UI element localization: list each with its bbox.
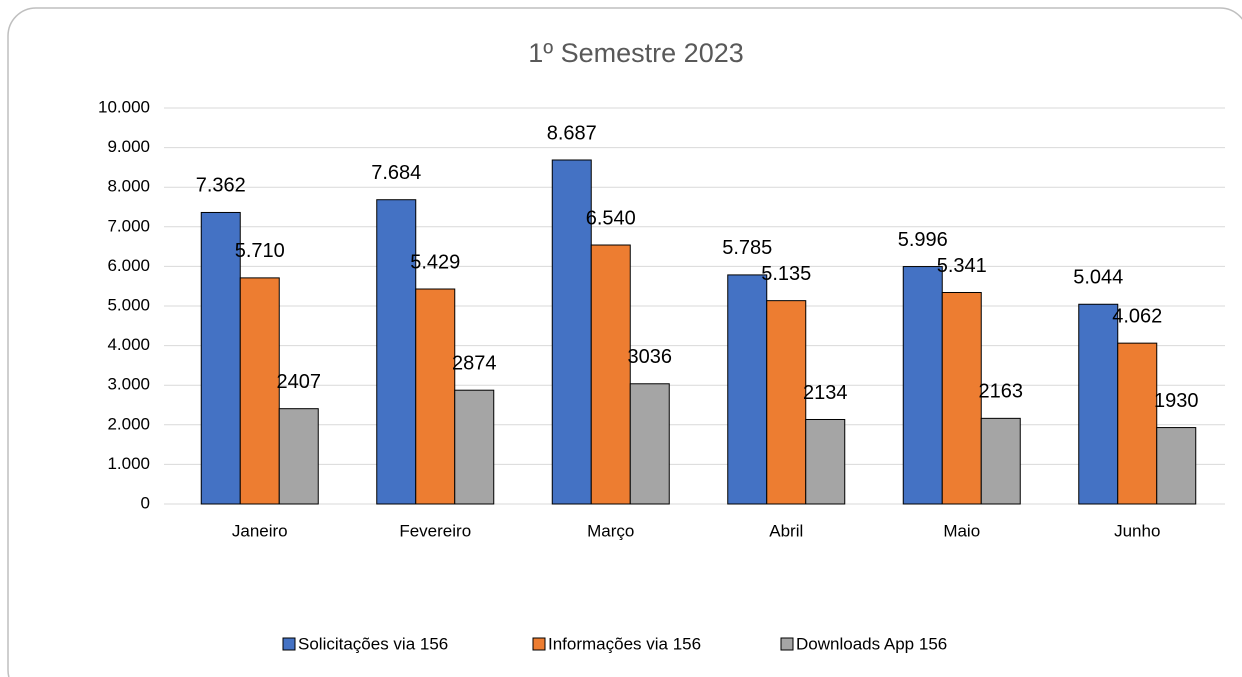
- data-label: 5.785: [722, 237, 772, 259]
- x-tick-label: Maio: [943, 521, 980, 540]
- y-tick-label: 6.000: [107, 256, 150, 275]
- bar: [1078, 303, 1119, 505]
- bar: [454, 389, 495, 505]
- legend-label: Solicitações via 156: [298, 634, 448, 653]
- legend-swatch: [780, 637, 794, 651]
- data-label: 4.062: [1112, 305, 1162, 327]
- x-tick-label: Fevereiro: [399, 521, 471, 540]
- bar: [727, 274, 768, 505]
- data-label: 5.429: [410, 251, 460, 273]
- chart-title: 1º Semestre 2023: [528, 38, 744, 68]
- bar: [376, 199, 417, 505]
- data-label: 7.684: [371, 162, 421, 184]
- bar: [805, 418, 846, 505]
- bar: [239, 277, 280, 505]
- bar: [980, 417, 1021, 505]
- data-label: 6.540: [586, 207, 636, 229]
- bar: [551, 159, 592, 505]
- y-tick-label: 9.000: [107, 137, 150, 156]
- bar: [1117, 342, 1158, 505]
- data-label: 7.362: [196, 175, 246, 197]
- x-tick-label: Abril: [769, 521, 803, 540]
- data-label: 2163: [979, 381, 1024, 403]
- legend-label: Informações via 156: [548, 634, 701, 653]
- data-label: 5.135: [761, 263, 811, 285]
- data-label: 2874: [452, 352, 497, 374]
- y-tick-label: 4.000: [107, 335, 150, 354]
- data-label: 5.044: [1073, 267, 1123, 289]
- y-tick-label: 5.000: [107, 295, 150, 314]
- bar: [941, 291, 982, 505]
- x-tick-label: Janeiro: [232, 521, 288, 540]
- y-tick-label: 0: [141, 493, 150, 512]
- y-tick-label: 2.000: [107, 414, 150, 433]
- bar: [415, 288, 456, 505]
- bar: [902, 266, 943, 505]
- x-tick-label: Março: [587, 521, 634, 540]
- bar: [629, 383, 670, 505]
- legend-swatch: [282, 637, 296, 651]
- y-tick-label: 10.000: [98, 97, 150, 116]
- x-tick-label: Junho: [1114, 521, 1160, 540]
- data-label: 2407: [277, 371, 322, 393]
- bar: [200, 211, 241, 505]
- bar: [278, 408, 319, 505]
- y-tick-label: 8.000: [107, 177, 150, 196]
- data-label: 8.687: [547, 122, 597, 144]
- data-label: 1930: [1154, 390, 1199, 412]
- y-tick-label: 7.000: [107, 216, 150, 235]
- legend-label: Downloads App 156: [796, 634, 947, 653]
- data-label: 3036: [628, 346, 673, 368]
- data-label: 5.996: [898, 229, 948, 251]
- bar: [1156, 427, 1197, 505]
- legend-swatch: [532, 637, 546, 651]
- data-label: 2134: [803, 382, 848, 404]
- data-label: 5.710: [235, 240, 285, 262]
- bar: [590, 244, 631, 505]
- bar: [766, 300, 807, 505]
- y-tick-label: 3.000: [107, 375, 150, 394]
- data-label: 5.341: [937, 255, 987, 277]
- y-tick-label: 1.000: [107, 454, 150, 473]
